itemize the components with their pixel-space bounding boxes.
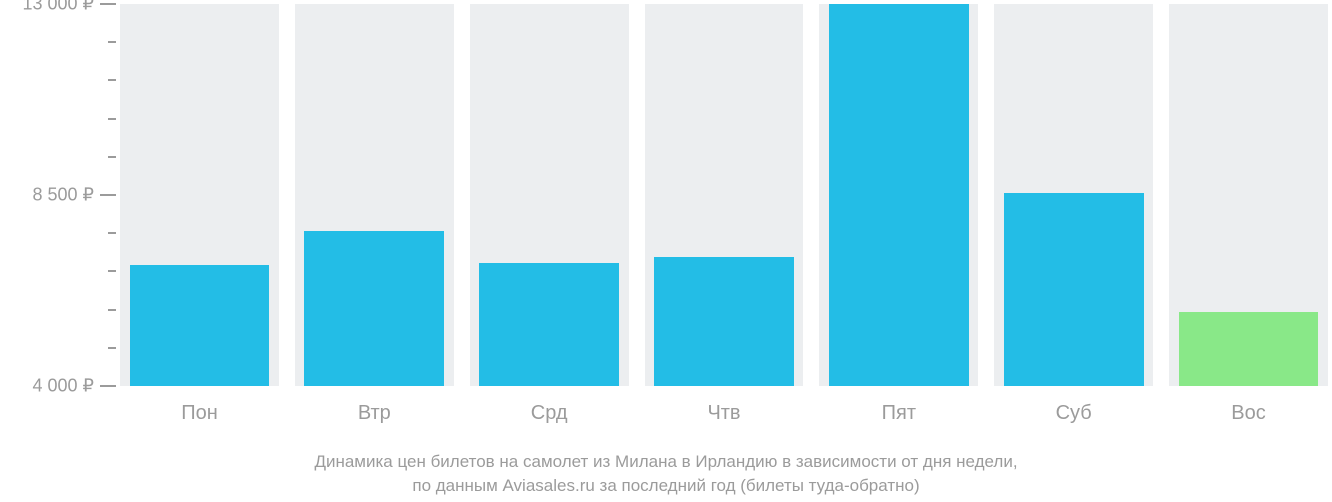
bar xyxy=(1179,312,1319,386)
y-tick-major xyxy=(100,194,116,196)
bar xyxy=(654,257,794,386)
y-tick-minor xyxy=(108,118,116,120)
bar xyxy=(304,231,444,386)
y-tick-minor xyxy=(108,347,116,349)
y-tick-minor xyxy=(108,270,116,272)
caption-line-1: Динамика цен билетов на самолет из Милан… xyxy=(314,452,1017,472)
y-tick-major xyxy=(100,385,116,387)
x-tick-label: Пят xyxy=(882,402,916,425)
y-tick-label: 4 000 ₽ xyxy=(33,376,95,397)
x-tick-label: Вос xyxy=(1231,402,1265,425)
plot-area xyxy=(120,4,1328,386)
caption-line-2: по данным Aviasales.ru за последний год … xyxy=(412,476,919,496)
bar xyxy=(479,263,619,386)
x-tick-label: Чтв xyxy=(707,402,740,425)
bar xyxy=(130,265,270,386)
y-tick-label: 13 000 ₽ xyxy=(22,0,94,15)
y-tick-major xyxy=(100,3,116,5)
x-tick-label: Пон xyxy=(181,402,218,425)
price-by-weekday-chart: 4 000 ₽ 8 500 ₽ 13 000 ₽ Пон Втр Срд Чтв Пят Су… xyxy=(0,0,1332,502)
y-tick-label: 8 500 ₽ xyxy=(33,185,95,206)
bar xyxy=(1004,193,1144,386)
bar xyxy=(829,4,969,386)
y-tick-minor xyxy=(108,41,116,43)
x-tick-label: Суб xyxy=(1056,402,1092,425)
y-tick-minor xyxy=(108,232,116,234)
x-tick-label: Втр xyxy=(358,402,391,425)
x-tick-label: Срд xyxy=(531,402,568,425)
y-tick-minor xyxy=(108,79,116,81)
y-tick-minor xyxy=(108,156,116,158)
y-tick-minor xyxy=(108,309,116,311)
